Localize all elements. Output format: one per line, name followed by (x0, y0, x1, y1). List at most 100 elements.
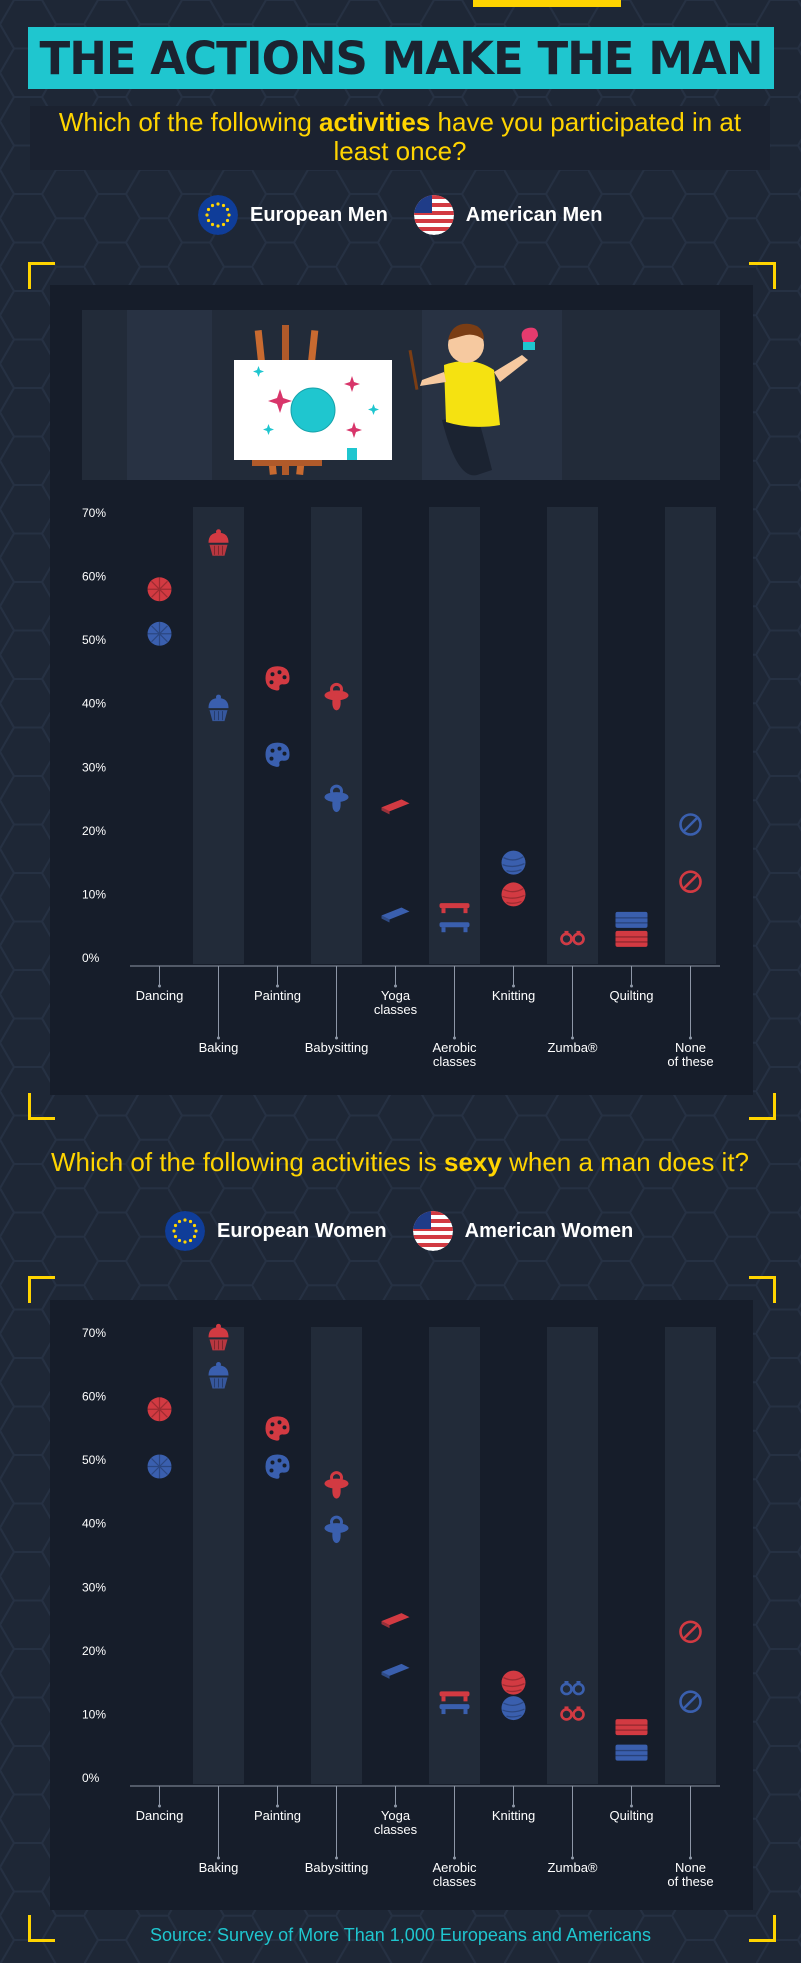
eu-disco-ball-icon-marker (147, 621, 172, 646)
top-accent-bar (473, 0, 621, 7)
question-1-text-start: Which of the following (58, 107, 320, 137)
eu-flag-icon (198, 195, 238, 235)
y-tick-label: 0% (82, 1771, 100, 1785)
y-tick-label: 40% (82, 697, 106, 711)
category-label: Baking (199, 1040, 239, 1055)
question-2: Which of the following activities is sex… (30, 1147, 770, 1178)
frame-corner (749, 1915, 776, 1942)
y-tick-label: 30% (82, 1580, 106, 1594)
us-yoga-mat-icon-marker (381, 799, 410, 815)
question-2-text-start: Which of the following activities is (50, 1147, 445, 1177)
eu-sneakers-icon-marker (560, 1681, 585, 1696)
frame-corner (28, 1276, 55, 1303)
y-tick-label: 60% (82, 570, 106, 584)
source-note: Source: Survey of More Than 1,000 Europe… (150, 1925, 651, 1945)
paint-jar-icon (347, 448, 357, 460)
column-stripe (429, 1327, 480, 1784)
category-label: Dancing (136, 1808, 184, 1823)
column-stripe (311, 1327, 362, 1784)
category-label: Babysitting (305, 1860, 369, 1875)
question-1-keyword: activities (319, 107, 431, 137)
eu-flag-icon (165, 1211, 205, 1251)
y-tick-label: 10% (82, 887, 106, 901)
eu-palette-icon-marker (265, 742, 290, 767)
y-tick-label: 60% (82, 1390, 106, 1404)
eu-step-platform-icon-marker (439, 1704, 470, 1715)
eu-pacifier-icon-marker (324, 1515, 349, 1544)
us-none-icon-marker (679, 1620, 702, 1644)
us-palette-icon-marker (265, 1416, 290, 1441)
category-label: Knitting (492, 988, 535, 1003)
category-label: Yoga classes (374, 1808, 418, 1837)
us-yarn-ball-icon-marker (501, 882, 526, 907)
us-quilt-icon-marker (615, 1719, 648, 1736)
us-pacifier-icon-marker (324, 682, 349, 711)
legend-label-european-men: European Men (250, 203, 388, 226)
eu-yarn-ball-icon-marker (501, 850, 526, 875)
eu-palette-icon-marker (265, 1454, 290, 1479)
frame-corner (28, 262, 55, 289)
eu-quilt-icon-marker (615, 911, 648, 928)
legend-item-european-men: European Men (198, 195, 388, 235)
us-cupcake-icon-marker (208, 529, 229, 556)
eu-pacifier-icon-marker (324, 784, 349, 813)
legend-item-american-men: American Men (413, 195, 603, 235)
legend-item-american-women: American Women (412, 1211, 634, 1251)
category-label: Babysitting (305, 1040, 369, 1055)
y-tick-label: 20% (82, 824, 106, 838)
legend-item-european-women: European Women (165, 1211, 387, 1251)
illustration-man-painting (82, 310, 720, 480)
category-label: Dancing (136, 988, 184, 1003)
us-none-icon-marker (679, 870, 702, 894)
eu-none-icon-marker (679, 813, 702, 836)
cupcake-held-icon (521, 327, 538, 344)
us-sneakers-icon-marker (560, 930, 585, 946)
chart-participated: 0% 10% 20% 30% 40% 50% 60% 70% Dancing Baking Pain… (82, 506, 720, 1069)
category-label: None of these (667, 1040, 713, 1069)
eu-none-icon-marker (679, 1690, 702, 1714)
us-sneakers-icon-marker (560, 1706, 585, 1721)
y-tick-label: 70% (82, 506, 106, 520)
legend-label-american-men: American Men (465, 203, 603, 226)
legend-label-american-women: American Women (464, 1219, 634, 1242)
us-step-platform-icon-marker (439, 1691, 470, 1702)
title-banner: THE ACTIONS MAKE THE MAN (28, 27, 774, 89)
question-2-text-end: when a man does it? (501, 1147, 750, 1177)
category-label: Painting (254, 988, 301, 1003)
y-tick-label: 40% (82, 1517, 106, 1531)
category-label: Painting (254, 1808, 301, 1823)
category-label: Zumba® (547, 1040, 597, 1055)
eu-cupcake-icon-marker (208, 694, 229, 722)
eu-quilt-icon-marker (615, 1744, 648, 1761)
us-cupcake-icon-marker (208, 1323, 229, 1351)
column-stripe (665, 1327, 716, 1784)
us-disco-ball-icon-marker (147, 1397, 172, 1422)
question-2-keyword: sexy (444, 1147, 502, 1177)
y-tick-label: 50% (82, 1453, 106, 1467)
category-label: Zumba® (547, 1860, 597, 1875)
disco-ball-painting (291, 388, 335, 432)
y-tick-label: 10% (82, 1707, 106, 1721)
legend-label-european-women: European Women (217, 1219, 387, 1242)
frame-corner (749, 1276, 776, 1303)
frame-corner (28, 1915, 55, 1942)
legend-women: European Women American Women (165, 1209, 659, 1253)
eu-disco-ball-icon-marker (147, 1454, 172, 1479)
legend-men: European Men American Men (198, 193, 629, 237)
y-tick-label: 20% (82, 1644, 106, 1658)
us-quilt-icon-marker (615, 930, 648, 947)
category-label: None of these (667, 1860, 713, 1889)
category-label: Knitting (492, 1808, 535, 1823)
eu-step-platform-icon-marker (439, 922, 470, 933)
y-tick-label: 70% (82, 1326, 106, 1340)
column-stripe (193, 507, 244, 964)
column-stripe (547, 507, 598, 964)
us-disco-ball-icon-marker (147, 577, 172, 602)
column-stripe (665, 507, 716, 964)
y-tick-label: 30% (82, 760, 106, 774)
eu-cupcake-icon-marker (208, 1362, 229, 1389)
column-stripe (547, 1327, 598, 1784)
y-tick-label: 50% (82, 633, 106, 647)
frame-corner (749, 262, 776, 289)
column-stripe (311, 507, 362, 964)
